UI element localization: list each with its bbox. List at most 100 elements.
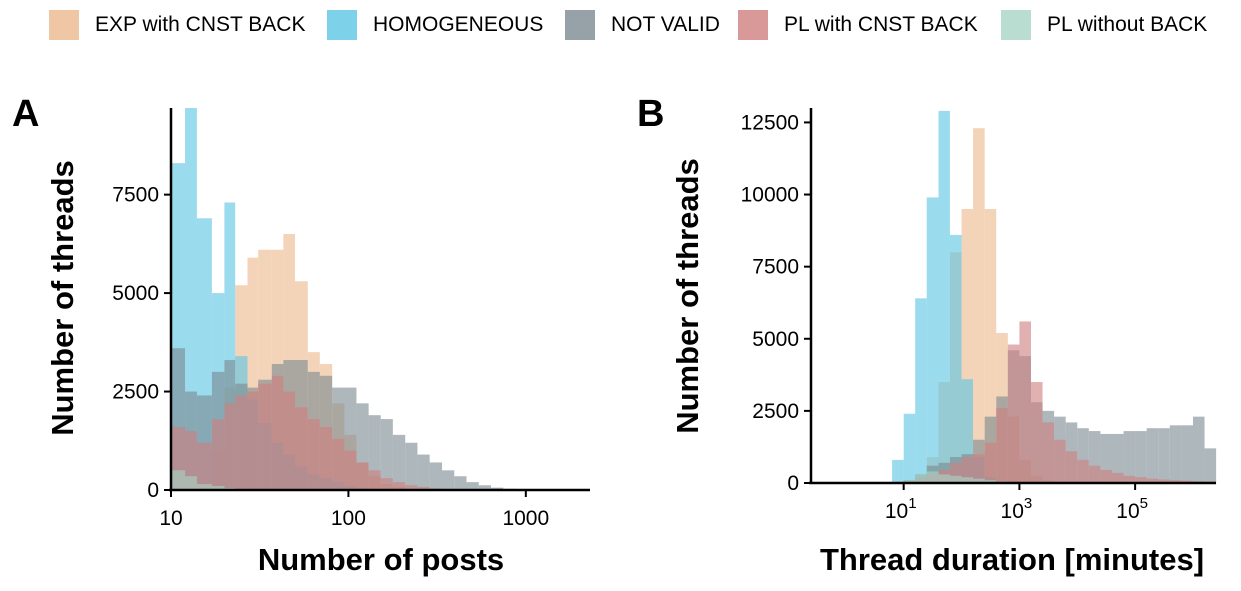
panel-a-y-tick-label-1: 2500 (112, 381, 159, 404)
panel-b-y-tick-label-5: 12500 (741, 111, 799, 134)
legend-swatch-exp-with-cnst-back (49, 10, 79, 40)
panel-a-bar-pl-with-cnst-back-10 (295, 407, 308, 490)
panel-b-bar-not-valid-26 (1146, 428, 1159, 483)
panel-b-bar-pl-with-cnst-back-13 (996, 408, 1008, 483)
legend-swatch-homogeneous (327, 10, 357, 40)
panel-a-bar-pl-with-cnst-back-15 (356, 462, 369, 490)
panel-b-bar-homogeneous-10 (961, 379, 974, 483)
panel-a-x-tick-label-2: 1000 (502, 507, 549, 530)
panel-a-bar-pl-without-back-0 (171, 470, 186, 490)
panel-b-bar-pl-with-cnst-back-28 (1169, 480, 1182, 483)
legend-item-exp-with-cnst-back: EXP with CNST BACK (49, 10, 305, 40)
panel-b-bar-pl-without-back-5 (903, 480, 916, 483)
panel-a-bar-not-valid-22 (442, 470, 455, 490)
panel-b-y-tick-label-3: 7500 (752, 256, 799, 279)
panel-a-bar-pl-without-back-1 (185, 476, 197, 490)
legend-item-pl-with-cnst-back: PL with CNST BACK (738, 10, 978, 40)
panel-b-bar-pl-with-cnst-back-23 (1111, 472, 1124, 483)
panel-b-bar-pl-without-back-7 (926, 471, 939, 483)
panel-b-bar-pl-without-back-8 (938, 474, 950, 483)
panel-b-bars (892, 110, 1217, 484)
panel-a-bar-pl-with-cnst-back-9 (283, 391, 296, 490)
panel-a-bar-pl-with-cnst-back-5 (235, 395, 248, 490)
panel-b-bar-pl-with-cnst-back-17 (1042, 422, 1055, 483)
legend-label-exp-with-cnst-back: EXP with CNST BACK (95, 13, 306, 36)
panel-a-bar-pl-without-back-2 (196, 484, 212, 490)
panel-b-bar-pl-with-cnst-back-21 (1088, 465, 1101, 483)
panel-b-y-tick-label-4: 10000 (741, 184, 799, 207)
panel-b-bar-exp-with-cnst-back-10 (961, 208, 974, 483)
legend-swatch-pl-with-cnst-back (738, 10, 768, 40)
legend-item-homogeneous: HOMOGENEOUS (327, 10, 543, 40)
panel-a-y-tick-label-2: 5000 (112, 282, 159, 305)
legend-label-pl-without-back: PL without BACK (1047, 13, 1208, 36)
panel-b-bar-pl-with-cnst-back-26 (1146, 478, 1159, 483)
panel-b-bar-pl-with-cnst-back-20 (1077, 459, 1089, 483)
panel-a-series-pl-with-cnst-back (171, 375, 467, 490)
panel-b-y-tick-label-2: 5000 (752, 328, 799, 351)
panel-a-bar-not-valid-19 (405, 442, 418, 490)
panel-a-bar-exp-with-cnst-back-6 (247, 257, 259, 490)
panel-b-bar-homogeneous-4 (892, 459, 904, 483)
panel-b-bar-pl-with-cnst-back-24 (1123, 475, 1136, 483)
chart-panel-a: A 0 2500 5000 7500 10 100 1000 Number of posts… (12, 93, 590, 577)
panel-b-y-axis-title: Number of threads (670, 158, 705, 434)
legend-item-not-valid: NOT VALID (565, 10, 720, 40)
panel-b-bar-pl-without-back-12 (984, 480, 997, 483)
panel-a-bar-pl-with-cnst-back-16 (368, 470, 381, 490)
panel-b-ticks: 0 2500 5000 7500 10000 12500 101 103 105 (741, 111, 1148, 523)
panel-b-bar-homogeneous-5 (903, 413, 916, 483)
panel-a-bar-pl-with-cnst-back-14 (344, 450, 357, 490)
panel-b-bar-not-valid-30 (1192, 416, 1205, 483)
panel-b-x-axis-title: Thread duration [minutes] (820, 542, 1204, 577)
panel-b-bar-pl-with-cnst-back-10 (961, 457, 974, 483)
panel-b-bar-not-valid-20 (1077, 428, 1089, 483)
legend-swatch-not-valid (565, 10, 595, 40)
panel-b-bar-homogeneous-7 (926, 197, 939, 484)
legend-swatch-pl-without-back (1001, 10, 1031, 40)
legend-label-pl-with-cnst-back: PL with CNST BACK (784, 13, 978, 36)
panel-b-bar-pl-with-cnst-back-22 (1100, 470, 1112, 483)
panel-b-series-pl-with-cnst-back (903, 321, 1217, 483)
panel-a-bar-homogeneous-1 (185, 108, 197, 490)
legend-label-not-valid: NOT VALID (611, 13, 720, 36)
panel-b-bar-exp-with-cnst-back-12 (984, 208, 997, 483)
panel-b-y-tick-label-1: 2500 (752, 400, 799, 423)
panel-b-x-tick-label-1: 103 (1001, 495, 1033, 523)
panel-a-bar-not-valid-24 (466, 482, 479, 490)
legend-label-homogeneous: HOMOGENEOUS (373, 13, 544, 36)
panel-a-bar-pl-with-cnst-back-17 (380, 478, 393, 490)
panel-b-x-tick-label-0: 101 (885, 495, 917, 523)
panel-b-bar-pl-with-cnst-back-9 (949, 462, 962, 483)
panel-b-bar-pl-with-cnst-back-11 (973, 454, 985, 483)
panel-a-bar-pl-with-cnst-back-20 (417, 486, 430, 490)
panel-b-bar-not-valid-24 (1123, 431, 1136, 483)
panel-b-bar-pl-with-cnst-back-15 (1019, 321, 1031, 483)
panel-a-bar-pl-without-back-3 (211, 486, 225, 490)
panel-a-bar-not-valid-25 (478, 485, 491, 490)
panel-a-x-tick-label-1: 100 (331, 507, 366, 530)
panel-b-bar-not-valid-25 (1135, 431, 1147, 483)
panel-b-bar-pl-with-cnst-back-19 (1065, 451, 1078, 483)
panel-a-bar-pl-with-cnst-back-6 (247, 391, 259, 490)
panel-b-bar-homogeneous-8 (938, 110, 950, 483)
panel-b-bar-not-valid-22 (1100, 433, 1112, 483)
panel-a-bar-pl-with-cnst-back-3 (211, 419, 225, 490)
panel-a-bar-not-valid-21 (429, 462, 443, 490)
panel-a-bar-pl-with-cnst-back-8 (271, 375, 284, 490)
chart-panel-b: B 0 2500 5000 7500 10000 12500 101 103 105 Threa… (637, 93, 1217, 577)
panel-a-bar-pl-with-cnst-back-2 (196, 442, 212, 490)
panel-a-bar-not-valid-14 (344, 387, 357, 490)
panel-a-bar-pl-with-cnst-back-11 (307, 419, 320, 490)
panel-b-bar-not-valid-29 (1181, 425, 1193, 483)
panel-a-bar-not-valid-17 (380, 419, 393, 490)
panel-b-bar-homogeneous-9 (949, 234, 962, 483)
panel-b-bar-not-valid-27 (1158, 428, 1170, 483)
panel-a-bar-not-valid-20 (417, 454, 430, 490)
panel-b-bar-pl-with-cnst-back-27 (1158, 479, 1170, 483)
panel-b-bar-pl-without-back-11 (973, 478, 985, 483)
legend: EXP with CNST BACK HOMOGENEOUS NOT VALID… (0, 0, 1241, 50)
panel-b-bar-homogeneous-6 (915, 298, 927, 483)
panel-a-y-axis-title: Number of threads (45, 160, 80, 436)
panel-b-bar-exp-with-cnst-back-11 (973, 128, 985, 483)
